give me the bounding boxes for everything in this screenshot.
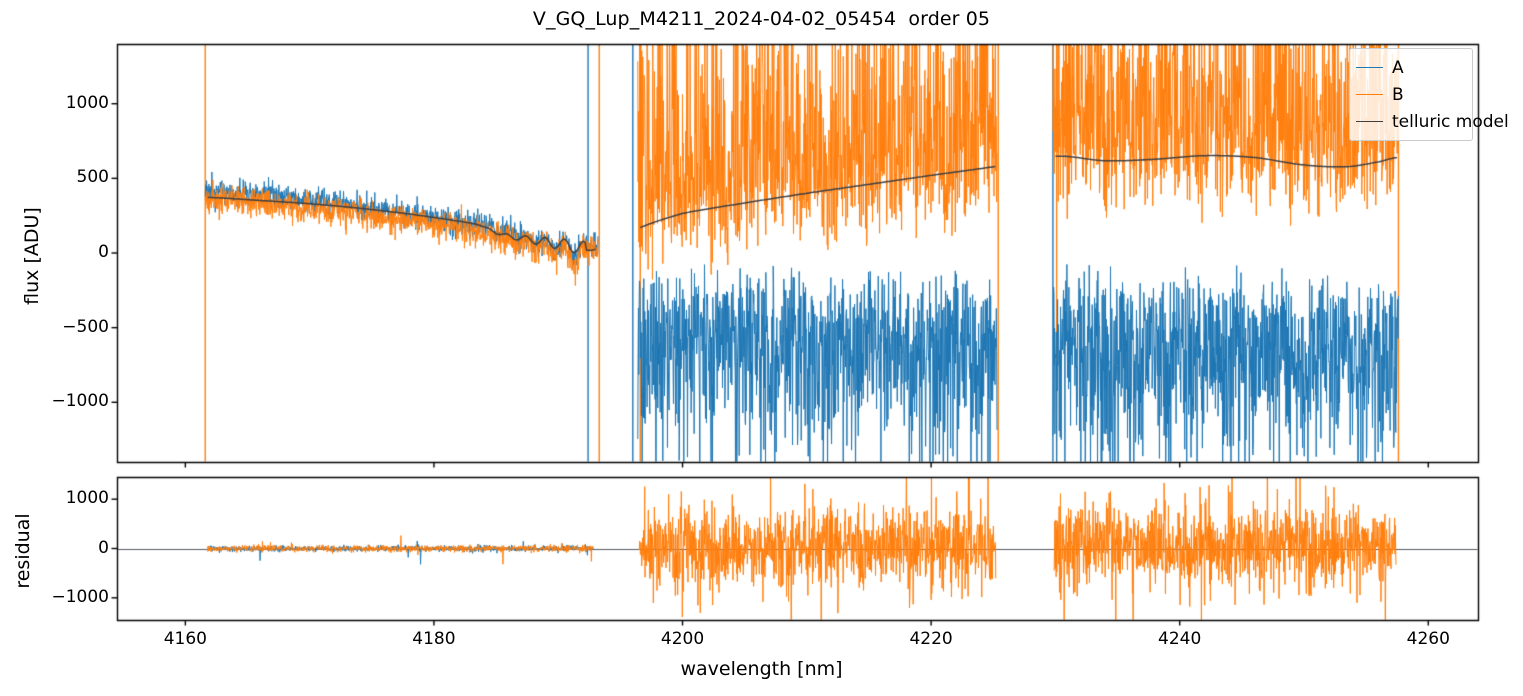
legend-swatch-a <box>1356 67 1383 68</box>
flux-ytick--500: −500 <box>62 316 109 337</box>
wavelength-xtick-4220: 4220 <box>909 629 953 649</box>
residual-ytick--1000: −1000 <box>51 586 109 607</box>
legend-swatch-b <box>1356 94 1383 95</box>
residual-ytick-0: 0 <box>98 537 109 558</box>
flux-ytick-500: 500 <box>76 167 109 188</box>
legend-item-telluric: telluric model <box>1356 108 1509 135</box>
flux-ytick--1000: −1000 <box>51 391 109 412</box>
legend-label-a: A <box>1392 57 1404 78</box>
wavelength-xtick-4160: 4160 <box>163 629 207 649</box>
wavelength-xtick-4260: 4260 <box>1406 629 1450 649</box>
legend-item-a: A <box>1356 54 1465 81</box>
wavelength-xtick-4180: 4180 <box>412 629 456 649</box>
flux-ytick-0: 0 <box>98 242 109 262</box>
residual-ytick-1000: 1000 <box>65 488 109 509</box>
wavelength-xtick-4240: 4240 <box>1158 629 1202 649</box>
wavelength-xtick-4200: 4200 <box>660 629 705 649</box>
legend-item-b: B <box>1356 81 1465 108</box>
legend-label-telluric: telluric model <box>1392 111 1509 132</box>
figure-title: V_GQ_Lup_M4211_2024-04-02_05454 order 05 <box>532 8 991 30</box>
wavelength-axis-label: wavelength [nm] <box>680 658 843 680</box>
legend-swatch-telluric <box>1356 121 1383 122</box>
legend-label-b: B <box>1392 84 1404 105</box>
flux-ytick-1000: 1000 <box>65 92 109 113</box>
plot-legend: A B telluric model <box>1349 48 1509 141</box>
